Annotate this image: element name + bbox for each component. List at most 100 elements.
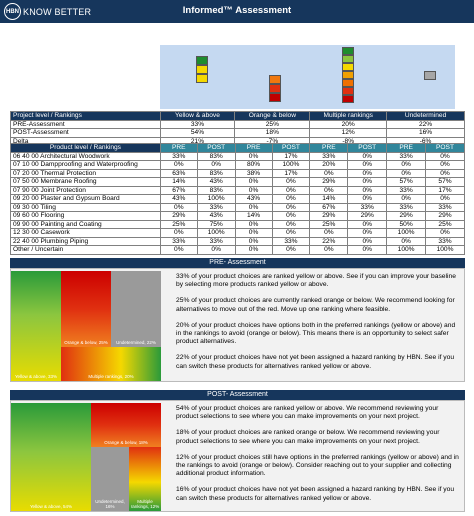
product-row: 09 90 00 Painting and Coating 25% 75% 0% 0% 2…: [10, 219, 465, 229]
product-cell: 0%: [386, 236, 427, 246]
product-cell: 22%: [309, 236, 349, 246]
product-cell: 0%: [347, 219, 388, 229]
product-cell: 29%: [347, 211, 388, 221]
gauge-segment: [342, 79, 354, 87]
product-cell: 0%: [234, 236, 273, 246]
summary-cell: 33%: [159, 119, 236, 129]
product-cell: 29%: [309, 177, 349, 187]
summary-column-header: Yellow & above: [159, 111, 236, 121]
product-cell: 100%: [196, 194, 236, 204]
product-cell: 50%: [386, 219, 427, 229]
product-cell: 33%: [386, 151, 427, 161]
pre-paragraph: 33% of your product choices are ranked y…: [176, 273, 456, 289]
summary-column-header: Multiple rankings: [309, 111, 388, 121]
product-cell: 0%: [196, 245, 236, 255]
gauge-segment: [342, 63, 354, 71]
product-row: 07 20 00 Thermal Protection 63% 83% 38% 17% 0…: [10, 168, 465, 178]
product-cell: 29%: [425, 211, 465, 221]
product-cell: 80%: [234, 160, 273, 170]
gauge-segment: [342, 95, 354, 103]
product-row-label: 09 30 00 Tiling: [10, 202, 161, 212]
pre-tile-yellow: Yellow & above, 33%: [11, 271, 61, 381]
post-column-header: POST: [347, 143, 388, 153]
post-tile-undetermined: Undetermined, 16%: [91, 447, 129, 511]
product-cell: 14%: [309, 194, 349, 204]
product-row-label: 09 90 00 Painting and Coating: [10, 219, 161, 229]
product-cell: 100%: [196, 228, 236, 238]
product-cell: 0%: [196, 160, 236, 170]
product-cell: 33%: [271, 236, 311, 246]
product-cell: 67%: [159, 185, 198, 195]
post-tile-multiple: Multiple rankings, 12%: [129, 447, 161, 511]
summary-row-label: PRE-Assessment: [10, 119, 161, 129]
summary-column-header: Undetermined: [386, 111, 465, 121]
product-cell: 0%: [159, 160, 198, 170]
gauge-segment: [269, 93, 281, 102]
product-cell: 0%: [234, 219, 273, 229]
product-row: 09 30 00 Tiling 0% 33% 0% 0% 67% 33% 33% 33%: [10, 202, 465, 212]
product-cell: 29%: [309, 211, 349, 221]
post-assessment-header: POST- Assessment: [10, 390, 465, 400]
product-cell: 33%: [196, 236, 236, 246]
post-paragraph: 12% of your product choices still have o…: [176, 453, 459, 478]
product-cell: 0%: [347, 194, 388, 204]
post-tile-orange: Orange & below, 18%: [91, 403, 161, 447]
gauge-segment: [342, 55, 354, 63]
gauge-segment: [269, 75, 281, 84]
post-assessment-text: 54% of your product choices are ranked y…: [176, 405, 460, 511]
product-cell: 0%: [347, 151, 388, 161]
product-cell: 0%: [425, 228, 465, 238]
product-cell: 0%: [309, 228, 349, 238]
summary-cell: 16%: [386, 128, 465, 138]
summary-row-label: POST-Assessment: [10, 128, 161, 138]
product-row-label: 07 10 00 Dampproofing and Waterproofing: [10, 160, 161, 170]
product-cell: 0%: [309, 185, 349, 195]
pre-tile-multiple: Multiple rankings, 20%: [61, 347, 161, 381]
product-cell: 0%: [309, 245, 349, 255]
product-row: Other / Uncertain 0% 0% 0% 0% 0% 0% 100% 100%: [10, 245, 465, 255]
product-cell: 33%: [309, 151, 349, 161]
product-column-header: Product level / Rankings: [10, 143, 161, 153]
post-assessment-panel: Yellow & above, 54% Orange & below, 18% …: [10, 400, 465, 512]
product-cell: 0%: [271, 228, 311, 238]
product-row-label: 22 40 00 Plumbing Piping: [10, 236, 161, 246]
hbn-logo: HBN KNOW BETTER: [4, 3, 91, 20]
product-cell: 0%: [159, 228, 198, 238]
product-cell: 0%: [425, 151, 465, 161]
product-cell: 33%: [425, 236, 465, 246]
summary-column-header: Project level / Rankings: [10, 111, 161, 121]
summary-cell: 22%: [386, 119, 465, 129]
gauge-segment: [342, 71, 354, 79]
summary-cell: 18%: [234, 128, 311, 138]
product-cell: 0%: [234, 151, 273, 161]
product-row-label: 06 40 00 Architectural Woodwork: [10, 151, 161, 161]
product-cell: 0%: [425, 168, 465, 178]
post-paragraph: 16% of your product choices have not yet…: [176, 486, 455, 502]
product-cell: 0%: [386, 194, 427, 204]
product-row-label: 09 20 00 Plaster and Gypsum Board: [10, 194, 161, 204]
product-cell: 0%: [347, 236, 388, 246]
product-cell: 43%: [234, 194, 273, 204]
pre-treemap: Yellow & above, 33% Orange & below, 25% …: [11, 271, 161, 381]
product-cell: 0%: [234, 177, 273, 187]
product-cell: 0%: [347, 245, 388, 255]
pre-paragraph: 20% of your product choices have options…: [176, 321, 456, 346]
product-cell: 0%: [347, 160, 388, 170]
product-cell: 0%: [425, 160, 465, 170]
product-cell: 43%: [196, 177, 236, 187]
product-cell: 83%: [196, 151, 236, 161]
product-cell: 0%: [347, 168, 388, 178]
product-row: 09 20 00 Plaster and Gypsum Board 43% 100%…: [10, 194, 465, 204]
product-cell: 67%: [309, 202, 349, 212]
pre-paragraph: 25% of your product choices are currentl…: [176, 297, 455, 313]
post-treemap: Yellow & above, 54% Orange & below, 18% …: [11, 403, 161, 511]
post-paragraph: 54% of your product choices are ranked y…: [176, 405, 439, 421]
product-cell: 0%: [159, 245, 198, 255]
logo-mark: HBN: [4, 3, 21, 20]
pre-column-header: PRE: [159, 143, 198, 153]
product-cell: 17%: [425, 185, 465, 195]
pre-paragraph: 22% of your product choices have not yet…: [176, 354, 455, 370]
post-tile-yellow: Yellow & above, 54%: [11, 403, 91, 511]
product-row-label: 07 50 00 Membrane Roofing: [10, 177, 161, 187]
gauge-segment: [196, 65, 208, 74]
